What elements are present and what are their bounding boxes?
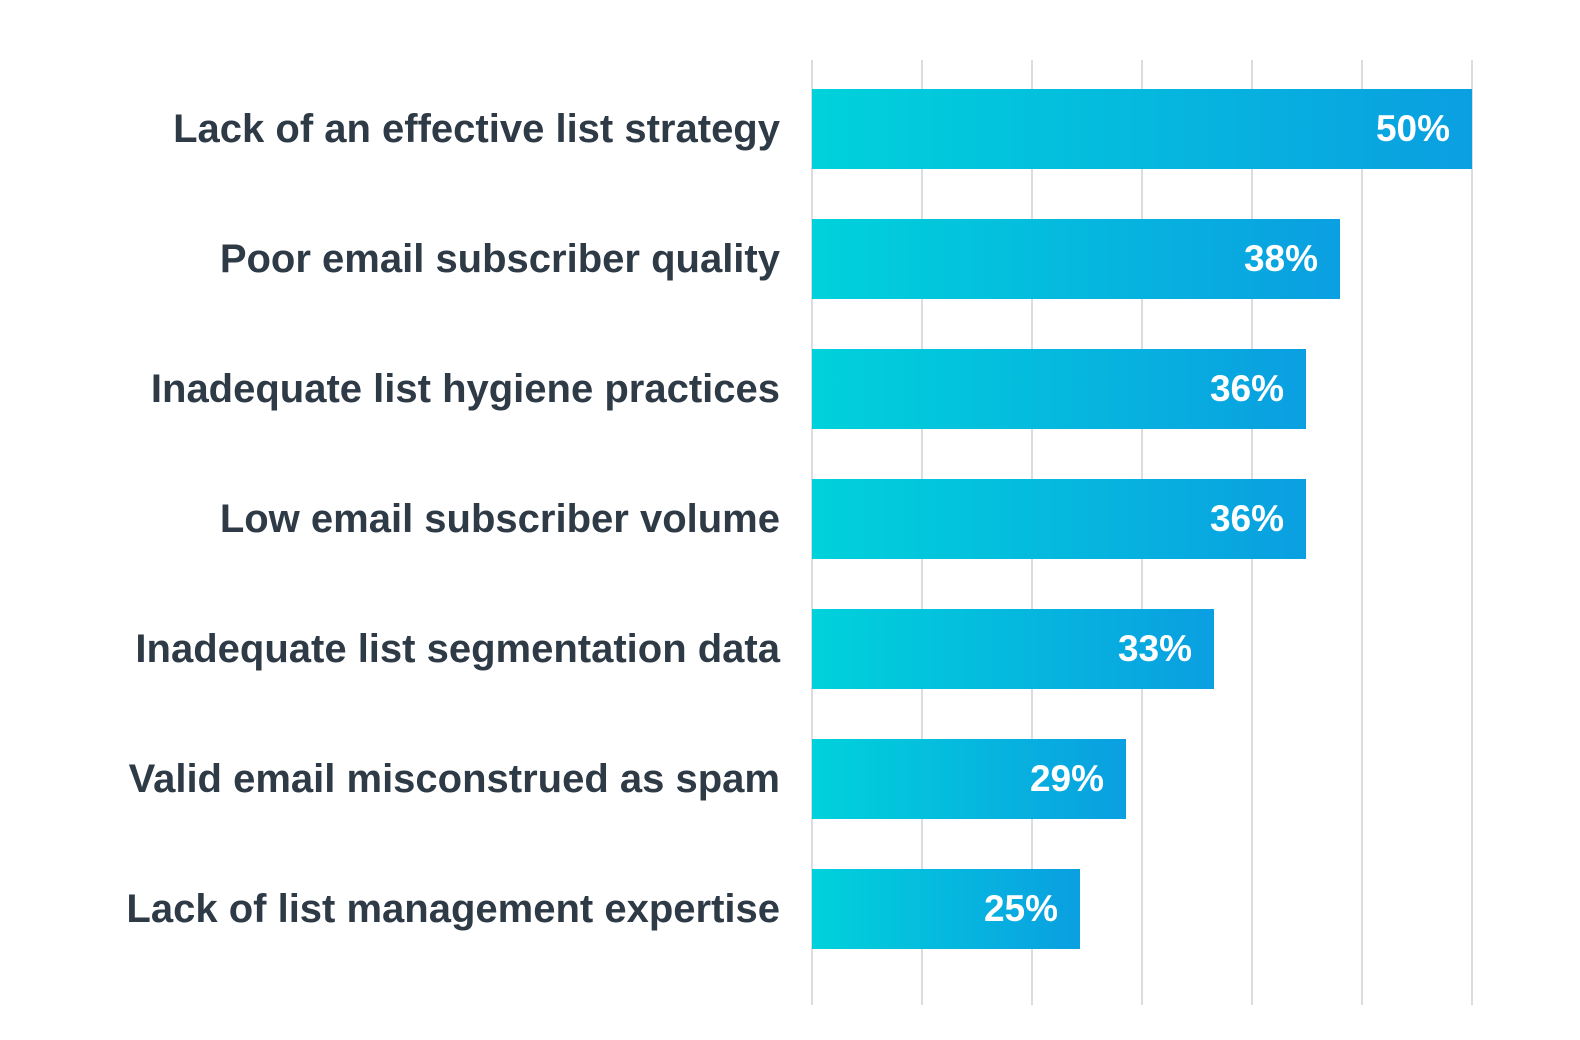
bar: 36% xyxy=(812,479,1306,559)
category-labels: Lack of an effective list strategy Poor e… xyxy=(0,89,780,999)
bar: 36% xyxy=(812,349,1306,429)
category-label: Inadequate list hygiene practices xyxy=(150,366,780,411)
category-label: Low email subscriber volume xyxy=(219,496,780,541)
value-label: 38% xyxy=(1243,238,1318,279)
bar: 29% xyxy=(812,739,1126,819)
gridline xyxy=(1471,60,1473,1005)
category-label: Lack of an effective list strategy xyxy=(173,106,780,151)
value-label: 29% xyxy=(1029,758,1104,799)
bar: 33% xyxy=(812,609,1214,689)
category-label: Poor email subscriber quality xyxy=(219,236,780,281)
category-label: Inadequate list segmentation data xyxy=(135,626,780,671)
category-label: Valid email misconstrued as spam xyxy=(128,756,780,801)
value-label: 36% xyxy=(1209,498,1284,539)
plot-area: 50% 38% 36% 36% 33% 29% 25% xyxy=(811,60,1578,1005)
value-label: 36% xyxy=(1209,368,1284,409)
value-label: 50% xyxy=(1375,108,1450,149)
value-label: 25% xyxy=(983,888,1058,929)
value-label: 33% xyxy=(1117,628,1192,669)
category-label: Lack of list management expertise xyxy=(126,886,780,931)
bar: 25% xyxy=(812,869,1080,949)
bar: 50% xyxy=(812,89,1472,169)
gridline xyxy=(1361,60,1363,1005)
bar: 38% xyxy=(812,219,1340,299)
